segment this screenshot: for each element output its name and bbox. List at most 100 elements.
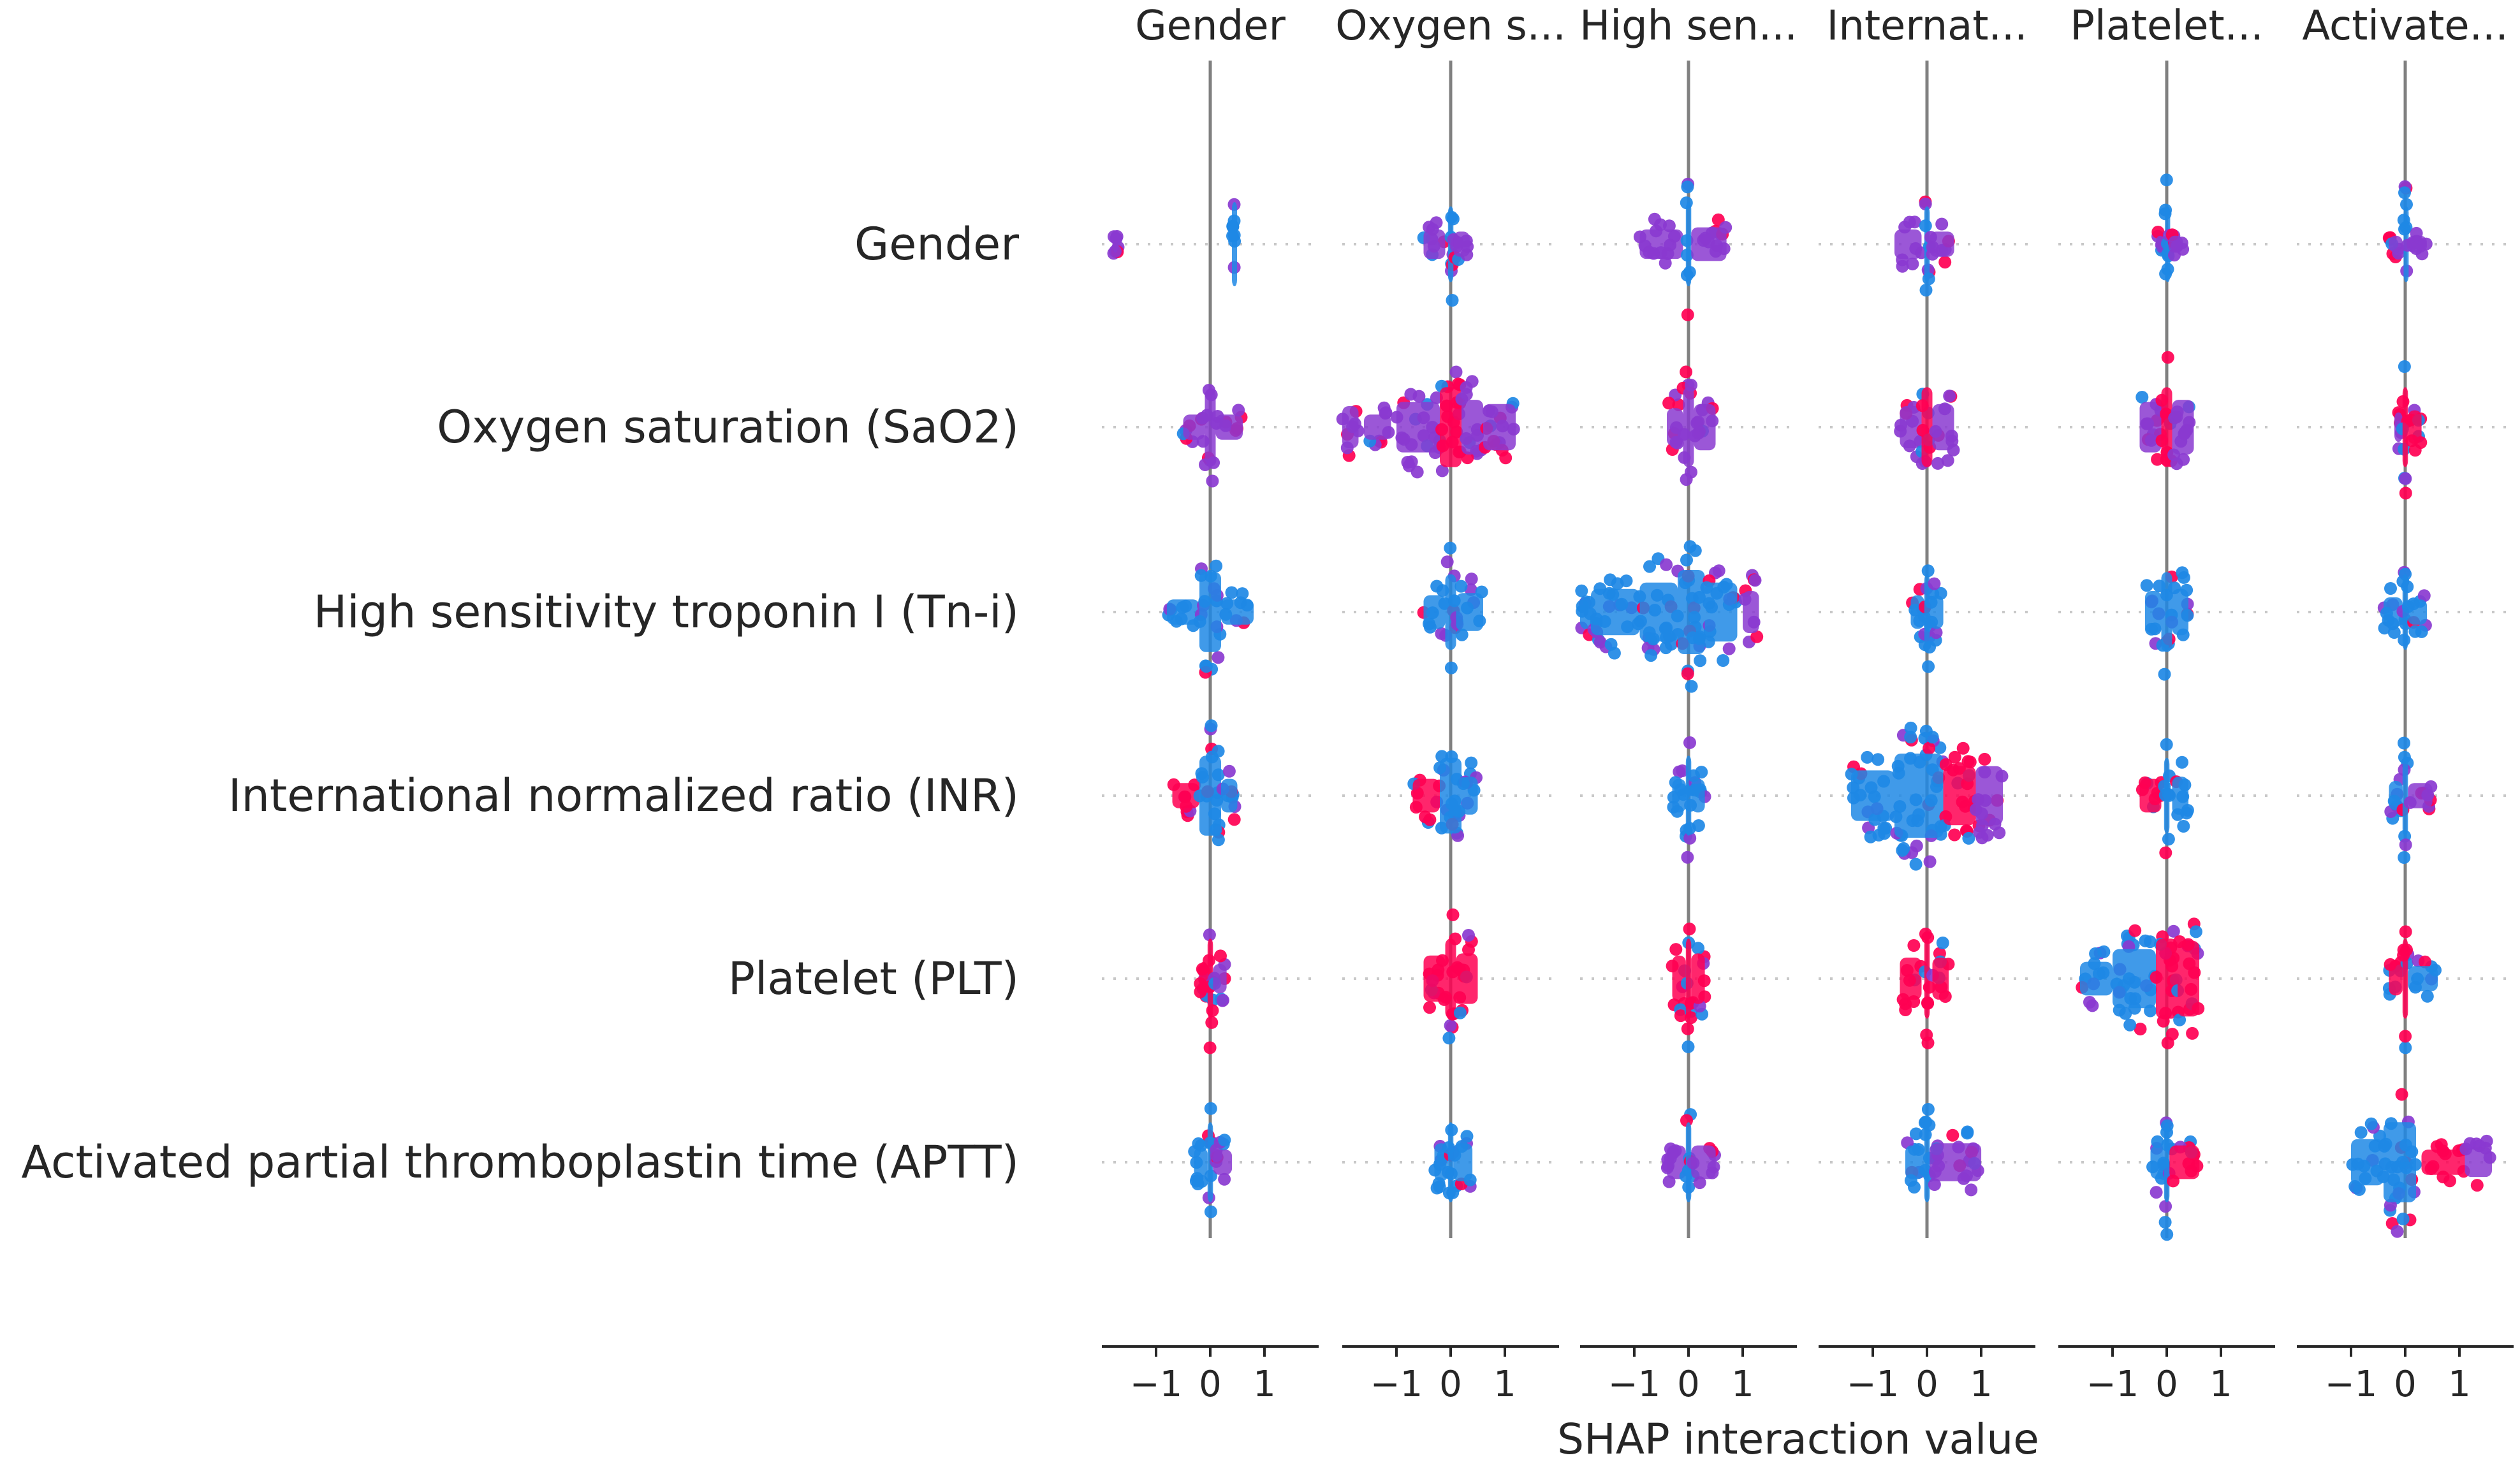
point-cluster — [1924, 938, 1930, 1019]
point-cluster — [1943, 766, 1976, 826]
data-point — [2177, 453, 2190, 466]
point-cluster — [1445, 574, 1456, 650]
point-cluster — [1213, 1149, 1233, 1175]
data-point — [2398, 360, 2411, 373]
x-tick-label: −1 — [1130, 1364, 1183, 1405]
point-cluster — [2172, 400, 2194, 455]
data-point — [1683, 831, 1697, 845]
data-point — [1214, 949, 1227, 963]
data-point — [1681, 667, 1694, 680]
x-tick-label: 1 — [1731, 1364, 1754, 1405]
data-point — [1910, 839, 1923, 852]
point-cluster — [2165, 206, 2171, 282]
data-point — [1206, 474, 1219, 488]
point-cluster — [1221, 778, 1238, 813]
x-tick-label: −1 — [1370, 1364, 1423, 1405]
data-point — [1212, 833, 1225, 847]
data-point — [2134, 1023, 2147, 1036]
data-point — [1435, 464, 1449, 478]
column-title: Platelet... — [2070, 3, 2263, 50]
data-point — [2399, 472, 2412, 485]
point-cluster — [1453, 231, 1470, 257]
data-point — [1748, 574, 1762, 587]
data-point — [1946, 1128, 1960, 1142]
data-point — [2128, 924, 2142, 937]
data-point — [1444, 1019, 1457, 1032]
beeswarm-cell — [1894, 387, 1960, 470]
data-point — [1681, 308, 1694, 321]
data-point — [1444, 541, 1457, 555]
point-cluster — [2408, 966, 2438, 991]
point-cluster — [2384, 597, 2403, 627]
point-cluster — [1900, 406, 1922, 448]
data-point — [1943, 390, 1956, 403]
data-point — [1692, 942, 1705, 955]
data-point — [1462, 943, 1475, 956]
point-cluster — [2421, 1149, 2465, 1175]
data-point — [1961, 1127, 1974, 1140]
data-point — [2167, 924, 2180, 938]
point-cluster — [2408, 783, 2433, 808]
data-point — [1465, 573, 1478, 586]
point-cluster — [1930, 1143, 1982, 1181]
data-point — [1935, 217, 1949, 231]
x-tick-label: 0 — [1916, 1364, 1938, 1405]
data-point — [2364, 1117, 2378, 1130]
data-point — [1455, 628, 1469, 641]
data-point — [1907, 939, 1921, 952]
data-point — [1961, 755, 1975, 768]
point-cluster — [1342, 406, 1359, 448]
data-point — [1904, 721, 1917, 734]
point-cluster — [1678, 570, 1705, 654]
point-cluster — [2389, 961, 2403, 996]
x-tick-label: −1 — [1608, 1364, 1661, 1405]
point-cluster — [1932, 958, 1949, 1000]
data-point — [2391, 1225, 2404, 1238]
beeswarm-cell — [1107, 198, 1242, 286]
data-point — [1962, 831, 1975, 845]
beeswarm-cell — [2377, 566, 2432, 650]
x-tick-label: −1 — [2086, 1364, 2139, 1405]
point-cluster — [1456, 593, 1483, 631]
point-cluster — [2161, 387, 2172, 467]
data-point — [2189, 925, 2202, 938]
x-tick-label: 0 — [1199, 1364, 1222, 1405]
beeswarm-cell — [2135, 738, 2194, 859]
beeswarm-cell — [1901, 1103, 1984, 1202]
point-cluster — [1704, 582, 1738, 642]
data-point — [2158, 1216, 2172, 1229]
data-point — [1923, 741, 1936, 755]
point-cluster — [1213, 963, 1227, 994]
data-point — [1669, 943, 1683, 956]
data-point — [1604, 638, 1618, 651]
data-point — [1909, 857, 1923, 871]
data-point — [1941, 454, 1954, 467]
data-point — [2435, 1138, 2448, 1151]
point-cluster — [1440, 757, 1461, 834]
data-point — [2160, 738, 2173, 751]
beeswarm-cell — [1660, 1108, 1721, 1202]
data-point — [2415, 625, 2428, 638]
data-point — [2177, 820, 2190, 833]
beeswarm-cell — [1417, 206, 1474, 307]
point-cluster — [2150, 1145, 2164, 1179]
data-point — [1689, 544, 1702, 557]
beeswarm-cell — [2346, 1088, 2496, 1238]
point-cluster — [1900, 958, 1922, 1000]
point-cluster — [1580, 595, 1591, 629]
point-cluster — [1685, 755, 1692, 836]
data-point — [2399, 838, 2412, 852]
data-point — [1922, 660, 1935, 673]
data-point — [1921, 564, 1935, 578]
data-point — [1446, 908, 1460, 921]
beeswarm-cell — [1633, 177, 1732, 321]
data-point — [1681, 1022, 1694, 1035]
data-point — [1685, 680, 1698, 693]
data-point — [2421, 989, 2434, 1003]
data-point — [1921, 1103, 1935, 1116]
x-tick-label: 1 — [1970, 1364, 1993, 1405]
data-point — [1189, 1174, 1203, 1188]
data-point — [2384, 582, 2397, 595]
column-title: Internat... — [1827, 3, 2028, 50]
